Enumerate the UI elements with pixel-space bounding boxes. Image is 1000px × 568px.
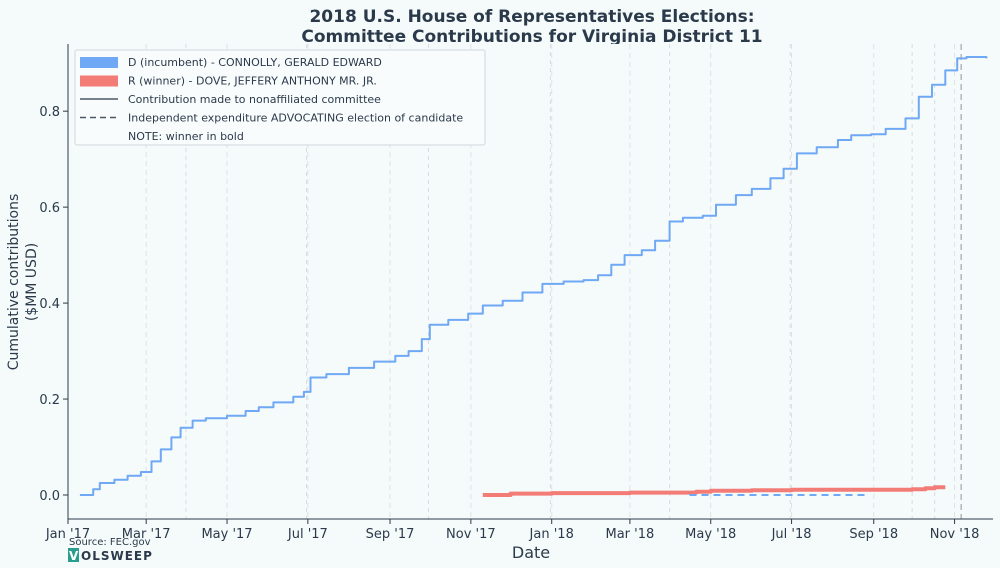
x-tick-label-2: May '17 [201,527,252,542]
x-tick-label-8: May '18 [685,527,736,542]
legend-swatch-1 [80,75,118,87]
source-note: Source: FEC.gov [69,537,151,548]
x-tick-label-6: Jan '18 [529,527,574,542]
legend-label-1: R (winner) - DOVE, JEFFERY ANTHONY MR. J… [128,75,377,88]
chart-subtitle: Committee Contributions for Virginia Dis… [301,27,762,47]
x-tick-label-10: Sep '18 [849,527,898,542]
legend-swatch-0 [80,57,118,68]
x-tick-label-3: Jul '17 [287,527,328,542]
y-axis-label-line1: Cumulative contributions [6,194,22,371]
axes [67,44,993,520]
legend: D (incumbent) - CONNOLLY, GERALD EDWARD R… [74,49,486,146]
y-tick-label-4: 0.8 [39,105,60,120]
legend-label-2: Contribution made to nonaffiliated commi… [128,93,381,106]
x-axis-label: Date [512,543,550,562]
brand-name: OLSWEEP [81,549,153,563]
y-tick-label-1: 0.2 [39,393,60,408]
x-tick-label-1: Mar '17 [122,527,171,542]
legend-label-0: D (incumbent) - CONNOLLY, GERALD EDWARD [128,56,382,69]
brand-mark-box [68,548,79,562]
brand-logo: V OLSWEEP [68,548,153,563]
y-axis-label-line2: ($MM USD) [24,243,40,321]
x-tick-label-11: Nov '18 [930,527,980,542]
y-tick-labels: 0.0 0.2 0.4 0.6 0.8 [39,105,68,504]
x-tick-label-0: Jan '17 [45,527,90,542]
series-lines [79,56,988,497]
chart-title: 2018 U.S. House of Representatives Elect… [309,7,754,27]
y-tick-label-2: 0.4 [39,297,60,312]
brand-mark: V [69,549,79,563]
y-tick-label-3: 0.6 [39,201,60,216]
x-tick-labels: Jan '17 Mar '17 May '17 Jul '17 Sep '17 Nov '… [45,519,980,542]
x-tick-label-7: Mar '18 [606,527,655,542]
y-tick-label-0: 0.0 [39,489,60,504]
y-axis-label: Cumulative contributions ($MM USD) [6,194,40,371]
x-tick-label-9: Jul '18 [771,527,812,542]
x-tick-label-4: Sep '17 [366,527,415,542]
legend-label-3: Independent expenditure ADVOCATING elect… [128,112,463,125]
series-line-1 [482,485,946,497]
legend-label-4: NOTE: winner in bold [128,130,244,143]
quarter-markers [185,44,962,519]
x-tick-label-5: Nov '17 [446,527,496,542]
series-line-0 [79,56,988,496]
legend-box [74,49,486,146]
